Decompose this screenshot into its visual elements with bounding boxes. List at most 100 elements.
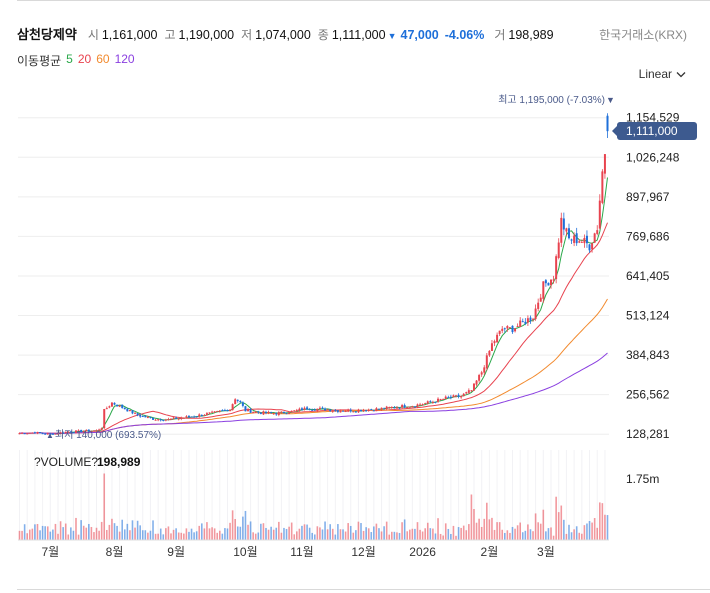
exchange-label: 한국거래소(KRX) xyxy=(599,28,687,42)
time-tick-label: 10월 xyxy=(233,545,257,559)
max-marker-icon: ▼ xyxy=(606,95,615,105)
volume-bar xyxy=(39,530,41,540)
candle-body xyxy=(203,415,206,417)
candle-body xyxy=(64,431,67,434)
volume-bar xyxy=(581,533,583,540)
candle-body xyxy=(262,411,265,415)
candle-body xyxy=(324,408,327,411)
volume-bar xyxy=(570,532,573,540)
candle-body xyxy=(336,410,339,412)
candle-body xyxy=(90,430,93,432)
volume-bar xyxy=(393,531,396,540)
candle-body xyxy=(44,433,47,435)
volume-value: 198,989 xyxy=(508,28,554,42)
volume-bar xyxy=(23,524,26,540)
candle-body xyxy=(362,410,365,412)
candle-body xyxy=(272,413,275,415)
candle-body xyxy=(172,417,175,419)
volume-bar xyxy=(290,522,293,540)
scale-mode-dropdown[interactable]: Linear xyxy=(639,67,686,81)
candle-body xyxy=(254,411,257,413)
volume-bar xyxy=(557,512,560,540)
volume-bar xyxy=(367,528,370,540)
candle-body xyxy=(282,411,285,414)
volume-bar xyxy=(480,526,483,540)
time-tick-label: 9월 xyxy=(167,545,185,559)
volume-bar xyxy=(141,530,144,540)
candle-body xyxy=(603,154,606,174)
time-tick-label: 12월 xyxy=(351,545,375,559)
volume-bar xyxy=(226,528,229,540)
candle-body xyxy=(472,383,475,391)
candle-body xyxy=(439,398,442,400)
volume-bar xyxy=(424,528,426,540)
candle-body xyxy=(372,410,375,412)
volume-bar xyxy=(560,505,563,540)
volume-bar xyxy=(575,526,578,540)
candle-body xyxy=(449,396,452,398)
moving-average-legend[interactable]: 이동평균 5 20 60 120 xyxy=(17,52,135,69)
volume-bar xyxy=(460,527,462,540)
volume-bar xyxy=(496,522,498,540)
volume-bar xyxy=(147,532,149,540)
change-percent: -4.06% xyxy=(444,28,485,42)
candle-body xyxy=(455,395,458,397)
volume-bar xyxy=(593,518,596,540)
candle-body xyxy=(39,432,42,434)
volume-bar xyxy=(98,530,100,540)
candle-body xyxy=(144,415,147,418)
volume-bar xyxy=(542,509,545,540)
candle-body xyxy=(516,325,519,327)
volume-bar xyxy=(34,524,36,540)
candle-body xyxy=(234,399,237,405)
ma-20-label: 20 xyxy=(77,52,92,66)
volume-bar xyxy=(54,523,57,540)
candle-body xyxy=(550,279,553,286)
candle-body xyxy=(501,328,504,331)
volume-bar xyxy=(59,521,62,540)
volume-bar xyxy=(201,523,203,540)
candle-body xyxy=(416,404,419,407)
candle-body xyxy=(485,355,488,369)
candle-body xyxy=(506,326,509,329)
volume-bar xyxy=(416,522,419,540)
candle-body xyxy=(98,429,101,431)
candle-body xyxy=(33,432,36,434)
candle-body xyxy=(105,408,108,410)
candle-body xyxy=(601,171,604,203)
candle-body xyxy=(560,217,563,243)
candle-body xyxy=(216,410,219,412)
candle-body xyxy=(82,431,85,433)
candle-body xyxy=(241,402,244,406)
candle-body xyxy=(316,408,319,411)
candle-body xyxy=(190,416,193,418)
candle-body xyxy=(92,430,95,432)
volume-bar xyxy=(285,528,288,540)
candle-body xyxy=(390,407,393,409)
candle-body xyxy=(131,410,134,414)
volume-bar xyxy=(478,518,480,540)
price-axis: 1,154,529 1,026,248 897,967 769,686 641,405 5… xyxy=(626,111,680,441)
candle-body xyxy=(259,412,262,414)
candle-body xyxy=(298,408,301,411)
candle-body xyxy=(344,411,347,413)
volume-bar xyxy=(254,533,257,540)
volume-bar xyxy=(552,535,555,540)
scale-mode-label: Linear xyxy=(638,67,672,81)
candle-body xyxy=(393,407,396,409)
volume-bar xyxy=(347,523,349,540)
volume-bar xyxy=(378,528,380,540)
candle-body xyxy=(162,419,165,421)
volume-bar xyxy=(118,531,121,540)
price-gridlines xyxy=(18,117,609,435)
volume-bar xyxy=(537,522,539,540)
volume-bar xyxy=(532,531,534,540)
time-tick-label: 2월 xyxy=(481,545,499,559)
chevron-down-icon xyxy=(676,71,686,77)
candle-body xyxy=(293,410,296,412)
volume-bar xyxy=(57,533,59,540)
volume-label: 거 xyxy=(494,28,506,42)
volume-bar xyxy=(298,528,301,540)
volume-bar xyxy=(439,533,442,540)
